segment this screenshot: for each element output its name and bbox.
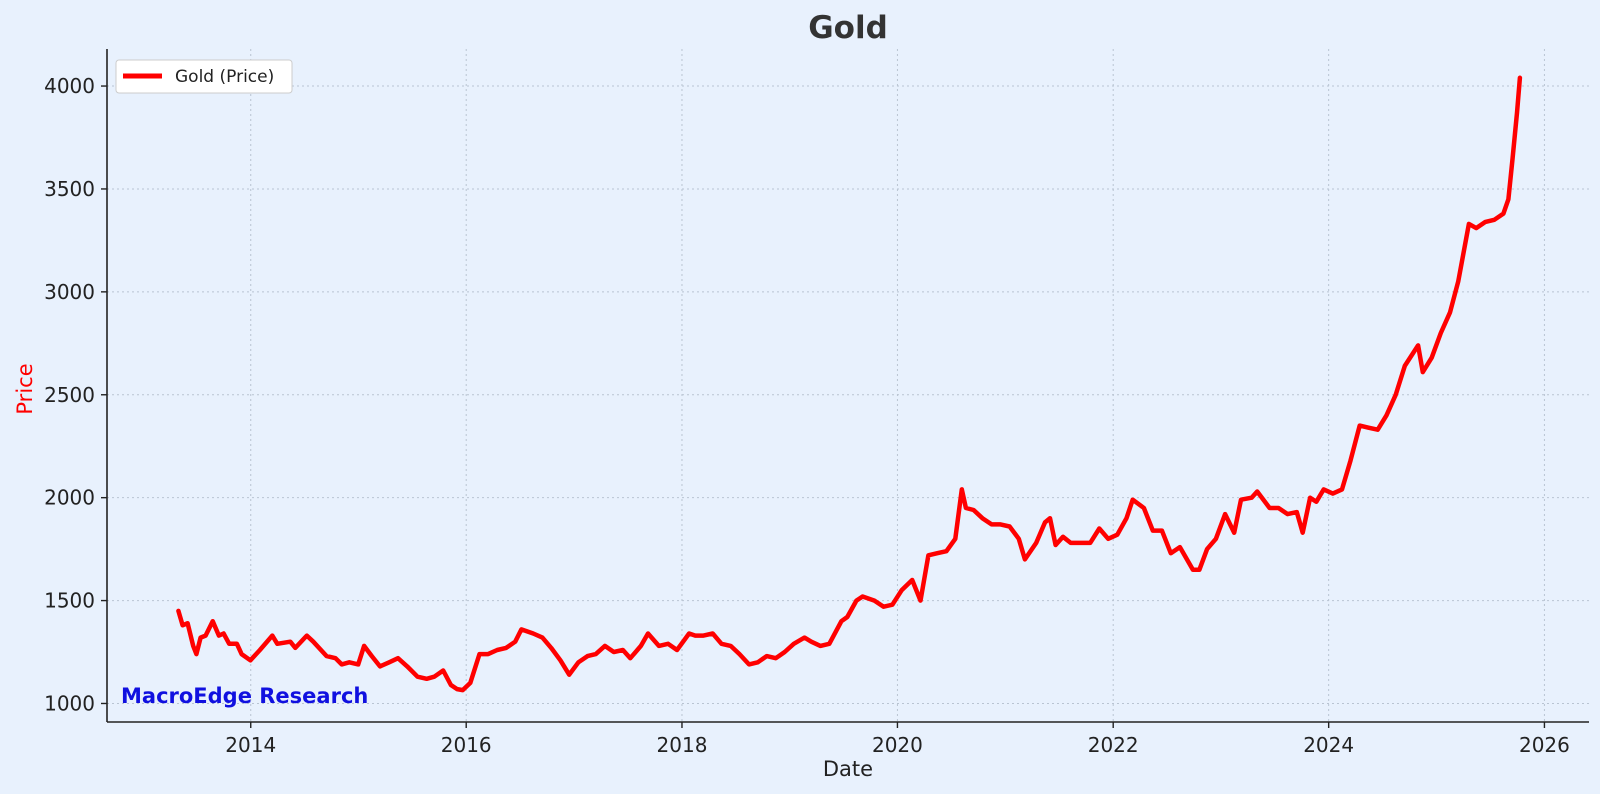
- y-tick-label: 3000: [44, 280, 95, 304]
- x-tick-label: 2016: [441, 733, 492, 757]
- x-tick-label: 2018: [657, 733, 708, 757]
- y-tick-label: 3500: [44, 177, 95, 201]
- series-layer: [176, 75, 1523, 693]
- y-tick-label: 4000: [44, 74, 95, 98]
- x-tick-label: 2020: [872, 733, 923, 757]
- y-axis-label: Price: [13, 363, 37, 414]
- x-ticks: 2014 2016 2018 2020 2022 2024 2026: [225, 722, 1570, 757]
- legend: Gold (Price): [115, 59, 293, 94]
- y-tick-label: 2500: [44, 383, 95, 407]
- grid: [107, 49, 1589, 722]
- x-tick-label: 2024: [1303, 733, 1354, 757]
- axes: [106, 49, 1589, 723]
- y-tick-label: 1000: [44, 691, 95, 715]
- x-tick-label: 2026: [1519, 733, 1570, 757]
- chart-title: Gold: [808, 10, 888, 46]
- gold-price-line: [176, 75, 1523, 693]
- watermark-text: MacroEdge Research: [121, 684, 368, 708]
- y-ticks: 1000 1500 2000 2500 3000 3500 4000: [44, 74, 107, 715]
- x-tick-label: 2022: [1088, 733, 1139, 757]
- y-tick-label: 1500: [44, 589, 95, 613]
- y-tick-label: 2000: [44, 486, 95, 510]
- legend-label: Gold (Price): [175, 67, 274, 87]
- x-axis-label: Date: [823, 757, 873, 781]
- legend-box: [115, 59, 293, 94]
- x-tick-label: 2014: [225, 733, 276, 757]
